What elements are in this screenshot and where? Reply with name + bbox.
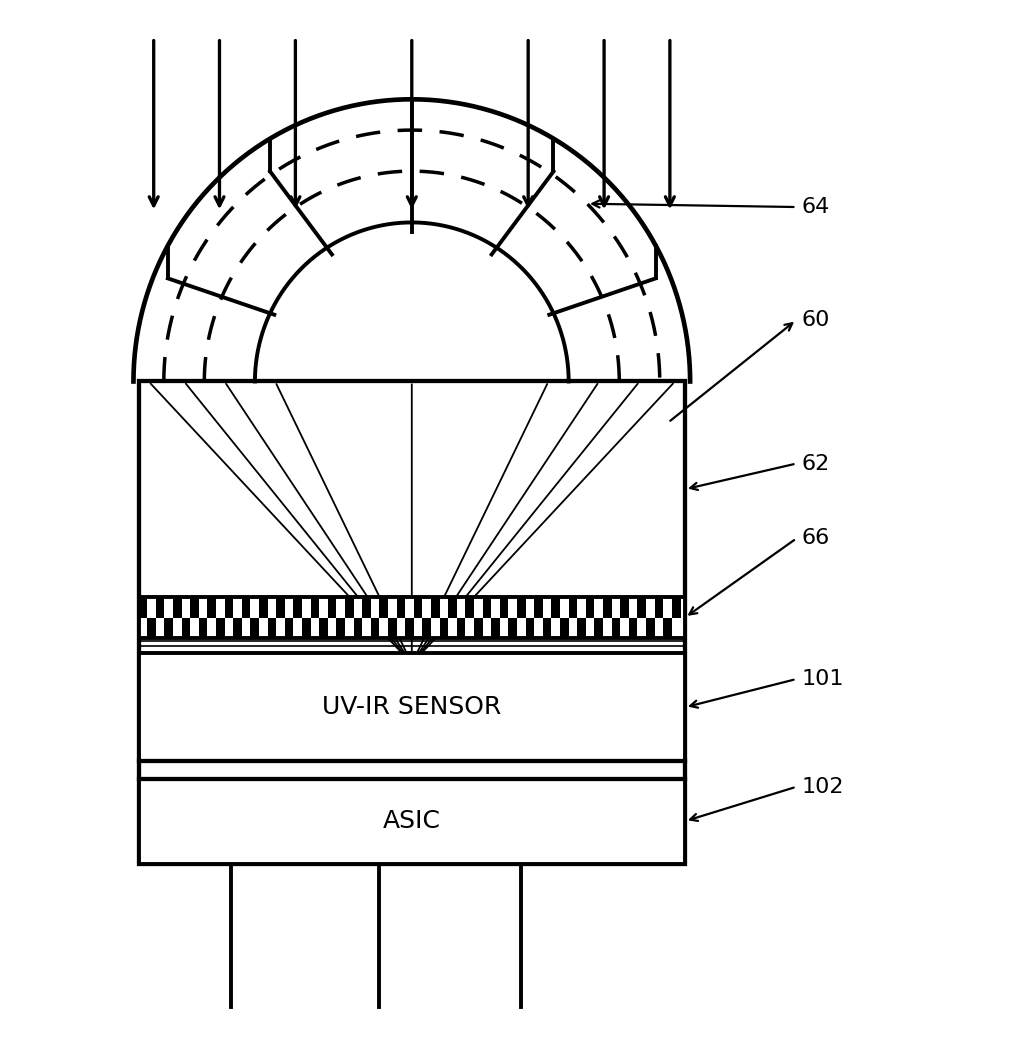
Text: ASIC: ASIC bbox=[383, 809, 441, 833]
Bar bbox=[594, 618, 603, 638]
Bar bbox=[276, 598, 285, 618]
Bar bbox=[603, 598, 611, 618]
Bar bbox=[560, 618, 568, 638]
Bar bbox=[199, 618, 207, 638]
Bar bbox=[629, 618, 637, 638]
Bar bbox=[190, 598, 199, 618]
Bar bbox=[474, 618, 482, 638]
Bar bbox=[586, 598, 594, 618]
Bar bbox=[242, 598, 250, 618]
Bar bbox=[173, 598, 182, 618]
Bar bbox=[293, 598, 302, 618]
Bar bbox=[431, 598, 439, 618]
Bar bbox=[139, 597, 685, 638]
Bar bbox=[327, 598, 337, 618]
Bar bbox=[500, 598, 509, 618]
Text: 101: 101 bbox=[801, 669, 844, 690]
Bar bbox=[457, 618, 466, 638]
Bar bbox=[370, 618, 380, 638]
Bar bbox=[225, 598, 233, 618]
Bar bbox=[233, 618, 242, 638]
Text: 102: 102 bbox=[801, 777, 844, 797]
Bar bbox=[147, 618, 156, 638]
Bar bbox=[388, 618, 397, 638]
Bar bbox=[663, 618, 672, 638]
Bar bbox=[319, 618, 327, 638]
Bar bbox=[139, 598, 147, 618]
Bar bbox=[139, 382, 685, 864]
Text: 62: 62 bbox=[801, 453, 830, 473]
Bar bbox=[380, 598, 388, 618]
Bar bbox=[568, 598, 578, 618]
Bar bbox=[535, 598, 543, 618]
Bar bbox=[164, 618, 173, 638]
Bar bbox=[397, 598, 405, 618]
Text: UV-IR SENSOR: UV-IR SENSOR bbox=[322, 696, 502, 720]
Bar bbox=[345, 598, 354, 618]
Bar bbox=[337, 618, 345, 638]
Text: 64: 64 bbox=[801, 197, 830, 217]
Bar bbox=[207, 598, 215, 618]
Bar bbox=[551, 598, 560, 618]
Bar bbox=[139, 779, 685, 864]
Bar bbox=[637, 598, 646, 618]
Bar bbox=[182, 618, 190, 638]
Bar bbox=[482, 598, 491, 618]
Bar bbox=[215, 618, 225, 638]
Bar bbox=[448, 598, 457, 618]
Bar bbox=[543, 618, 551, 638]
Bar bbox=[354, 618, 362, 638]
Bar bbox=[259, 598, 268, 618]
Bar bbox=[250, 618, 259, 638]
Bar bbox=[268, 618, 276, 638]
Bar bbox=[423, 618, 431, 638]
Bar bbox=[509, 618, 517, 638]
Bar bbox=[646, 618, 655, 638]
Bar bbox=[491, 618, 500, 638]
Bar bbox=[611, 618, 621, 638]
Bar bbox=[466, 598, 474, 618]
Bar bbox=[405, 618, 413, 638]
Bar bbox=[362, 598, 370, 618]
Bar bbox=[285, 618, 293, 638]
Bar bbox=[525, 618, 535, 638]
Bar bbox=[672, 598, 680, 618]
Bar bbox=[578, 618, 586, 638]
Bar bbox=[311, 598, 319, 618]
Bar bbox=[139, 653, 685, 761]
Bar bbox=[413, 598, 423, 618]
Text: 66: 66 bbox=[801, 528, 830, 548]
Bar bbox=[156, 598, 164, 618]
Bar bbox=[302, 618, 311, 638]
Bar bbox=[655, 598, 663, 618]
Text: 60: 60 bbox=[801, 310, 830, 330]
Bar bbox=[621, 598, 629, 618]
Bar bbox=[517, 598, 525, 618]
Bar bbox=[439, 618, 448, 638]
